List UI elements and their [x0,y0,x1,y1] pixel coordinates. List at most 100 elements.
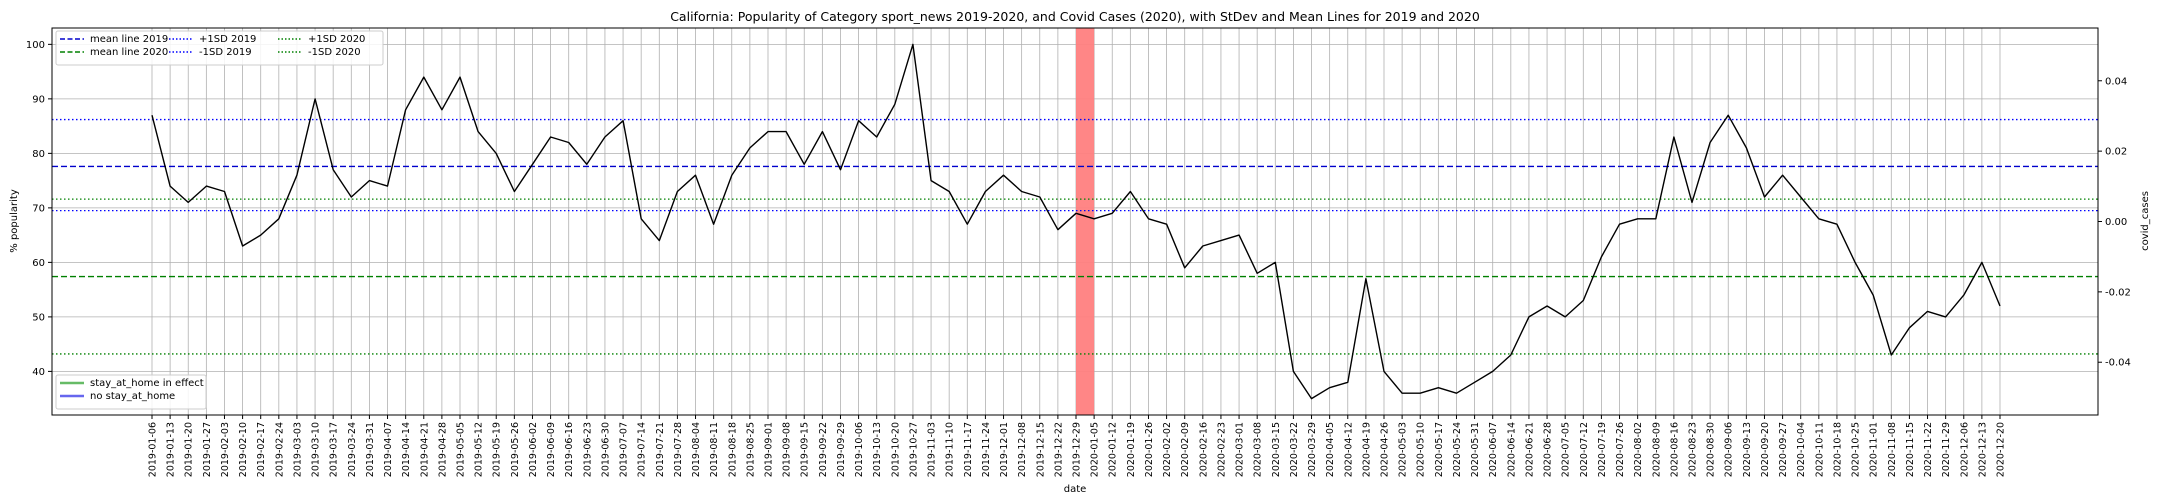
y2-tick-label: 0.04 [2105,76,2127,87]
x-tick-label: 2019-07-21 [655,422,666,477]
y2-axis: -0.04 -0.02 0.00 0.02 0.04 [2098,76,2131,369]
x-tick-label: 2020-05-31 [1470,422,1481,477]
x-tick-label: 2020-08-09 [1651,422,1662,477]
x-tick-label: 2020-05-24 [1452,422,1463,477]
x-tick-label: 2020-10-25 [1851,422,1862,477]
y-tick-label: 40 [32,367,45,378]
x-tick-label: 2019-02-03 [220,422,231,477]
legend-bottom-label: no stay_at_home [90,391,175,402]
x-tick-label: 2019-04-14 [401,422,412,477]
legend-bottom-label: stay_at_home in effect [90,378,204,389]
x-tick-label: 2019-01-20 [184,422,195,477]
x-tick-label: 2019-09-22 [818,422,829,477]
x-tick-label: 2020-05-17 [1434,422,1445,477]
plot-area [52,28,2098,415]
y-tick-label: 80 [32,149,45,160]
x-axis-label: date [1064,484,1087,495]
y2-axis-label: covid_cases [2140,191,2151,251]
x-tick-label: 2019-01-06 [148,422,159,477]
x-tick-label: 2020-09-20 [1760,422,1771,477]
x-tick-label: 2020-02-23 [1216,422,1227,477]
y-tick-label: 100 [26,40,45,51]
x-tick-label: 2019-03-17 [329,422,340,477]
x-tick-label: 2020-02-09 [1180,422,1191,477]
x-tick-label: 2020-03-29 [1307,422,1318,477]
x-tick-label: 2019-10-27 [908,422,919,477]
x-tick-label: 2020-08-30 [1706,422,1717,477]
x-tick-label: 2019-02-17 [256,422,267,477]
x-tick-label: 2020-08-16 [1669,422,1680,477]
x-tick-label: 2019-02-24 [274,422,285,477]
legend-top-label: -1SD 2019 [199,47,252,58]
x-tick-label: 2019-10-06 [854,422,865,477]
x-tick-label: 2019-01-13 [166,422,177,477]
x-axis: 2019-01-06 2019-01-13 2019-01-20 2019-01-27… [148,415,2007,477]
y2-tick-label: 0.00 [2105,217,2127,228]
x-tick-label: 2020-04-12 [1343,422,1354,477]
y2-tick-label: 0.02 [2105,147,2127,158]
x-tick-label: 2020-02-02 [1162,422,1173,477]
x-tick-label: 2020-03-01 [1235,422,1246,477]
x-tick-label: 2020-01-19 [1126,422,1137,477]
x-tick-label: 2020-11-22 [1923,422,1934,477]
x-tick-label: 2020-12-20 [1996,422,2007,477]
x-tick-label: 2019-06-30 [600,422,611,477]
x-tick-label: 2019-04-21 [419,422,430,477]
legend-bottom: stay_at_home in effect no stay_at_home [55,374,207,410]
y-tick-label: 70 [32,203,45,214]
x-tick-label: 2020-10-11 [1814,422,1825,477]
x-tick-label: 2020-11-08 [1887,422,1898,477]
x-tick-label: 2019-06-09 [546,422,557,477]
x-tick-label: 2020-07-05 [1561,422,1572,477]
legend-top-label: mean line 2020 [90,47,168,58]
x-tick-label: 2020-08-02 [1633,422,1644,477]
x-tick-label: 2019-06-16 [564,422,575,477]
x-tick-label: 2019-09-29 [836,422,847,477]
x-tick-label: 2020-03-08 [1253,422,1264,477]
x-tick-label: 2019-04-07 [383,422,394,477]
x-tick-label: 2019-06-23 [582,422,593,477]
x-tick-label: 2020-07-12 [1579,422,1590,477]
x-tick-label: 2020-12-06 [1959,422,1970,477]
x-tick-label: 2020-04-19 [1361,422,1372,477]
x-tick-label: 2019-11-17 [963,422,974,477]
x-tick-label: 2020-01-05 [1090,422,1101,477]
x-tick-label: 2020-09-13 [1742,422,1753,477]
x-tick-label: 2020-05-03 [1398,422,1409,477]
x-tick-label: 2020-06-21 [1524,422,1535,477]
x-tick-label: 2020-03-15 [1271,422,1282,477]
x-tick-label: 2019-12-15 [1035,422,1046,477]
x-tick-label: 2019-12-29 [1072,422,1083,477]
x-tick-label: 2019-01-27 [202,422,213,477]
x-tick-label: 2019-02-10 [238,422,249,477]
x-tick-label: 2020-10-04 [1796,422,1807,477]
series-line [151,43,2001,400]
legend-top-label: +1SD 2019 [199,34,256,45]
legend-top: mean line 2019 mean line 2020 +1SD 2019 -1S… [55,30,384,66]
x-tick-label: 2020-02-16 [1198,422,1209,477]
y-axis: 40 50 60 70 80 90 100 [26,40,52,378]
x-tick-label: 2020-04-05 [1325,422,1336,477]
y2-tick-label: -0.04 [2105,358,2131,369]
y-tick-label: 90 [32,94,45,105]
x-tick-label: 2019-11-10 [945,422,956,477]
legend-top-frame [55,30,384,66]
x-tick-label: 2020-08-23 [1688,422,1699,477]
x-tick-label: 2020-09-27 [1778,422,1789,477]
x-tick-label: 2019-09-08 [782,422,793,477]
x-tick-label: 2019-12-01 [999,422,1010,477]
x-tick-label: 2020-05-10 [1416,422,1427,477]
x-tick-label: 2020-04-26 [1380,422,1391,477]
x-tick-label: 2019-06-02 [528,422,539,477]
x-tick-label: 2020-11-15 [1905,422,1916,477]
x-tick-label: 2019-07-28 [673,422,684,477]
x-tick-label: 2019-05-19 [492,422,503,477]
legend-top-label: mean line 2019 [90,34,168,45]
x-tick-label: 2019-10-13 [872,422,883,477]
y-tick-label: 60 [32,258,45,269]
x-tick-label: 2020-09-06 [1724,422,1735,477]
legend-bottom-frame [55,374,207,410]
x-tick-label: 2019-08-18 [727,422,738,477]
y-axis-label: % popularity [9,189,20,253]
